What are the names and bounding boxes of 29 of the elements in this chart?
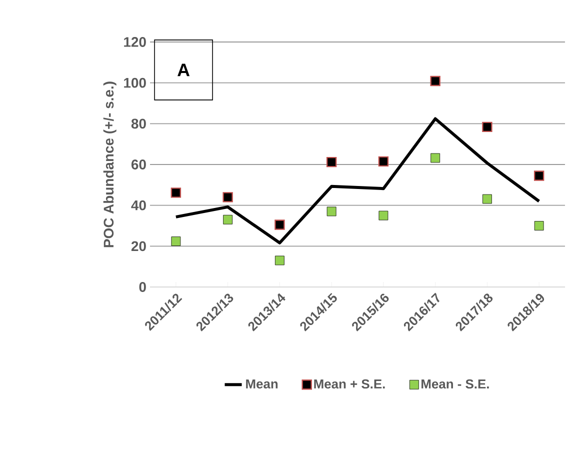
y-tick-label: 60: [131, 160, 146, 170]
point: [534, 170, 544, 181]
point: [222, 192, 233, 202]
point: [482, 122, 492, 132]
point: [274, 220, 285, 230]
y-tick-label: 120: [124, 37, 146, 47]
point: [534, 221, 544, 230]
y-tick-label: 20: [131, 241, 146, 252]
y-tick-label: 40: [131, 200, 146, 210]
point: [274, 256, 284, 266]
point: [378, 156, 389, 167]
point: [430, 76, 440, 86]
point: [378, 210, 388, 220]
annotation: A: [178, 64, 190, 76]
point: [482, 194, 492, 204]
point: [326, 206, 336, 216]
point: [326, 156, 337, 168]
point: [171, 236, 181, 246]
y-tick-label: 100: [124, 78, 146, 88]
y-tick-label: 80: [131, 118, 146, 129]
point: [170, 188, 182, 198]
point: [223, 214, 233, 224]
y-axis-title: POC Abundance (+/- s.e.): [103, 82, 116, 248]
legend-label: Mean + S.E.: [314, 379, 385, 389]
y-tick-label: 0: [139, 282, 146, 292]
line-series: [174, 117, 541, 244]
legend-label: Mean - S.E.: [422, 379, 489, 389]
point: [430, 153, 440, 163]
legend-label: Mean: [246, 379, 278, 388]
